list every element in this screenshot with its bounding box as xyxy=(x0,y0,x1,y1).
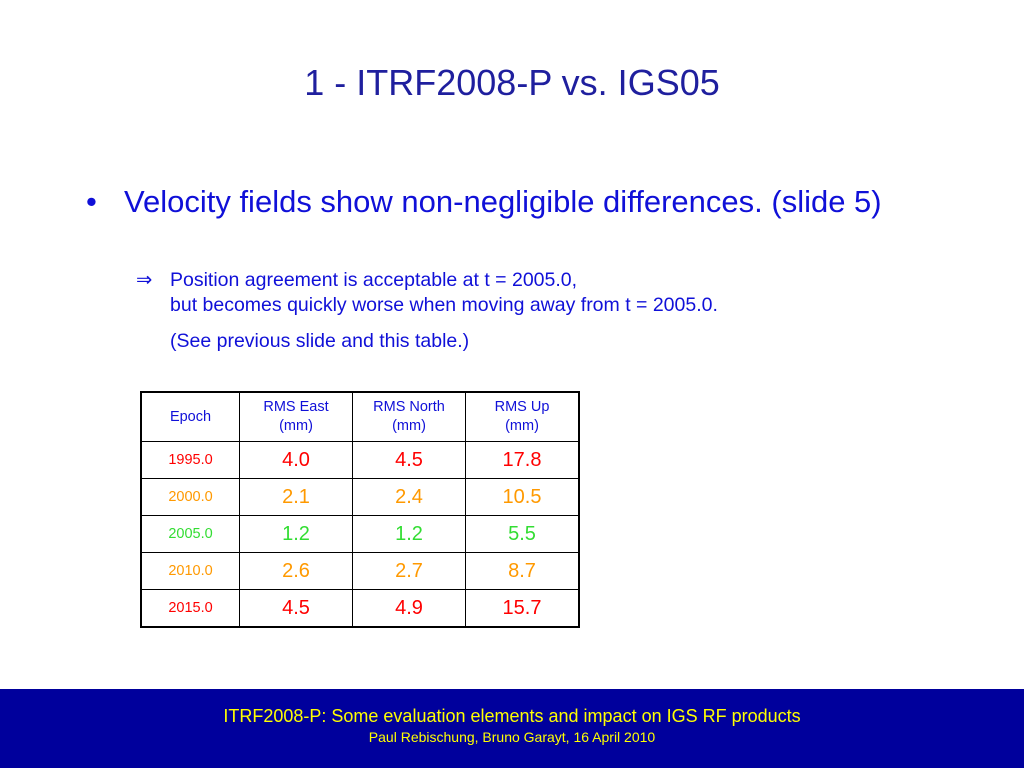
cell-epoch: 2015.0 xyxy=(140,589,240,628)
cell-epoch: 2010.0 xyxy=(140,552,240,590)
header-rms-up-unit: (mm) xyxy=(505,418,539,434)
table-header-row: Epoch RMS East (mm) RMS North (mm) RMS U… xyxy=(140,391,580,442)
cell-rms-up: 8.7 xyxy=(465,552,580,590)
footer-authors: Paul Rebischung, Bruno Garayt, 16 April … xyxy=(368,729,656,745)
cell-rms-north: 4.9 xyxy=(352,589,466,628)
header-epoch: Epoch xyxy=(140,391,240,442)
table-row: 1995.0 4.0 4.5 17.8 xyxy=(140,441,580,479)
sub-point-text: Position agreement is acceptable at t = … xyxy=(170,268,718,318)
implies-arrow-icon: ⇒ xyxy=(136,269,153,291)
header-rms-east-label: RMS East xyxy=(263,399,329,415)
cell-rms-north: 2.4 xyxy=(352,478,466,516)
bullet-icon: • xyxy=(86,184,97,219)
cell-epoch: 1995.0 xyxy=(140,441,240,479)
table-row: 2015.0 4.5 4.9 15.7 xyxy=(140,589,580,628)
cell-rms-north: 4.5 xyxy=(352,441,466,479)
cell-rms-east: 4.5 xyxy=(239,589,353,628)
header-rms-north-label: RMS North xyxy=(373,399,445,415)
cell-epoch: 2005.0 xyxy=(140,515,240,553)
cell-rms-north: 2.7 xyxy=(352,552,466,590)
slide-title: 1 - ITRF2008-P vs. IGS05 xyxy=(304,62,720,103)
rms-table: Epoch RMS East (mm) RMS North (mm) RMS U… xyxy=(140,391,580,628)
header-rms-north: RMS North (mm) xyxy=(352,391,466,442)
sub-point-line-1: Position agreement is acceptable at t = … xyxy=(170,269,578,291)
cell-epoch: 2000.0 xyxy=(140,478,240,516)
table-row: 2005.0 1.2 1.2 5.5 xyxy=(140,515,580,553)
cell-rms-east: 2.1 xyxy=(239,478,353,516)
header-epoch-label: Epoch xyxy=(169,408,212,425)
header-rms-up-label: RMS Up xyxy=(494,399,550,415)
bullet-text: Velocity fields show non-negligible diff… xyxy=(124,184,882,219)
sub-point-line-2: but becomes quickly worse when moving aw… xyxy=(170,294,718,316)
bullet-item: • Velocity fields show non-negligible dif… xyxy=(86,184,882,220)
cell-rms-east: 1.2 xyxy=(239,515,353,553)
cell-rms-up: 5.5 xyxy=(465,515,580,553)
cell-rms-up: 10.5 xyxy=(465,478,580,516)
header-rms-east-unit: (mm) xyxy=(279,418,313,434)
cell-rms-up: 15.7 xyxy=(465,589,580,628)
footer-bar: ITRF2008-P: Some evaluation elements and… xyxy=(0,689,1024,768)
cell-rms-east: 4.0 xyxy=(239,441,353,479)
cell-rms-north: 1.2 xyxy=(352,515,466,553)
footer-title: ITRF2008-P: Some evaluation elements and… xyxy=(223,706,801,726)
table-row: 2000.0 2.1 2.4 10.5 xyxy=(140,478,580,516)
sub-point-note: (See previous slide and this table.) xyxy=(170,330,470,352)
cell-rms-east: 2.6 xyxy=(239,552,353,590)
header-rms-up: RMS Up (mm) xyxy=(465,391,580,442)
header-rms-east: RMS East (mm) xyxy=(239,391,353,442)
header-rms-north-unit: (mm) xyxy=(392,418,426,434)
cell-rms-up: 17.8 xyxy=(465,441,580,479)
table-row: 2010.0 2.6 2.7 8.7 xyxy=(140,552,580,590)
